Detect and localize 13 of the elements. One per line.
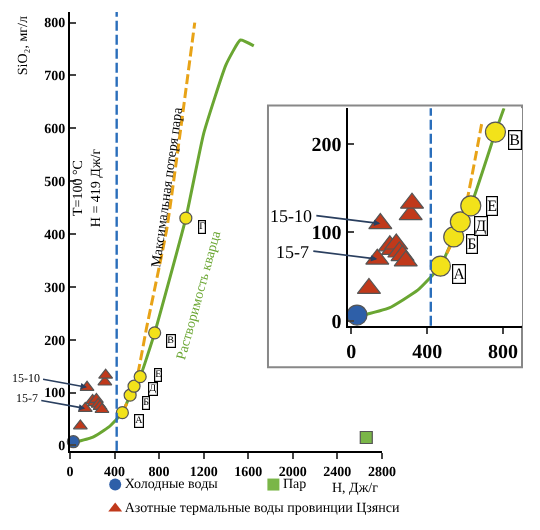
annotation: Д xyxy=(475,217,488,236)
annotation: 15-10 xyxy=(270,206,313,226)
annotation: А xyxy=(453,265,466,284)
annotation: Е xyxy=(487,197,498,216)
y-tick-label: 0 xyxy=(331,312,342,335)
y-tick-label: 200 xyxy=(311,134,342,157)
annotation: Б xyxy=(467,235,478,254)
x-tick-label: 0 xyxy=(346,341,357,364)
x-tick-label: 800 xyxy=(488,341,519,364)
annotation: В xyxy=(509,131,520,150)
annotation: 15-7 xyxy=(276,242,310,262)
y-tick-label: 100 xyxy=(311,223,342,246)
x-tick-label: 400 xyxy=(412,341,443,364)
